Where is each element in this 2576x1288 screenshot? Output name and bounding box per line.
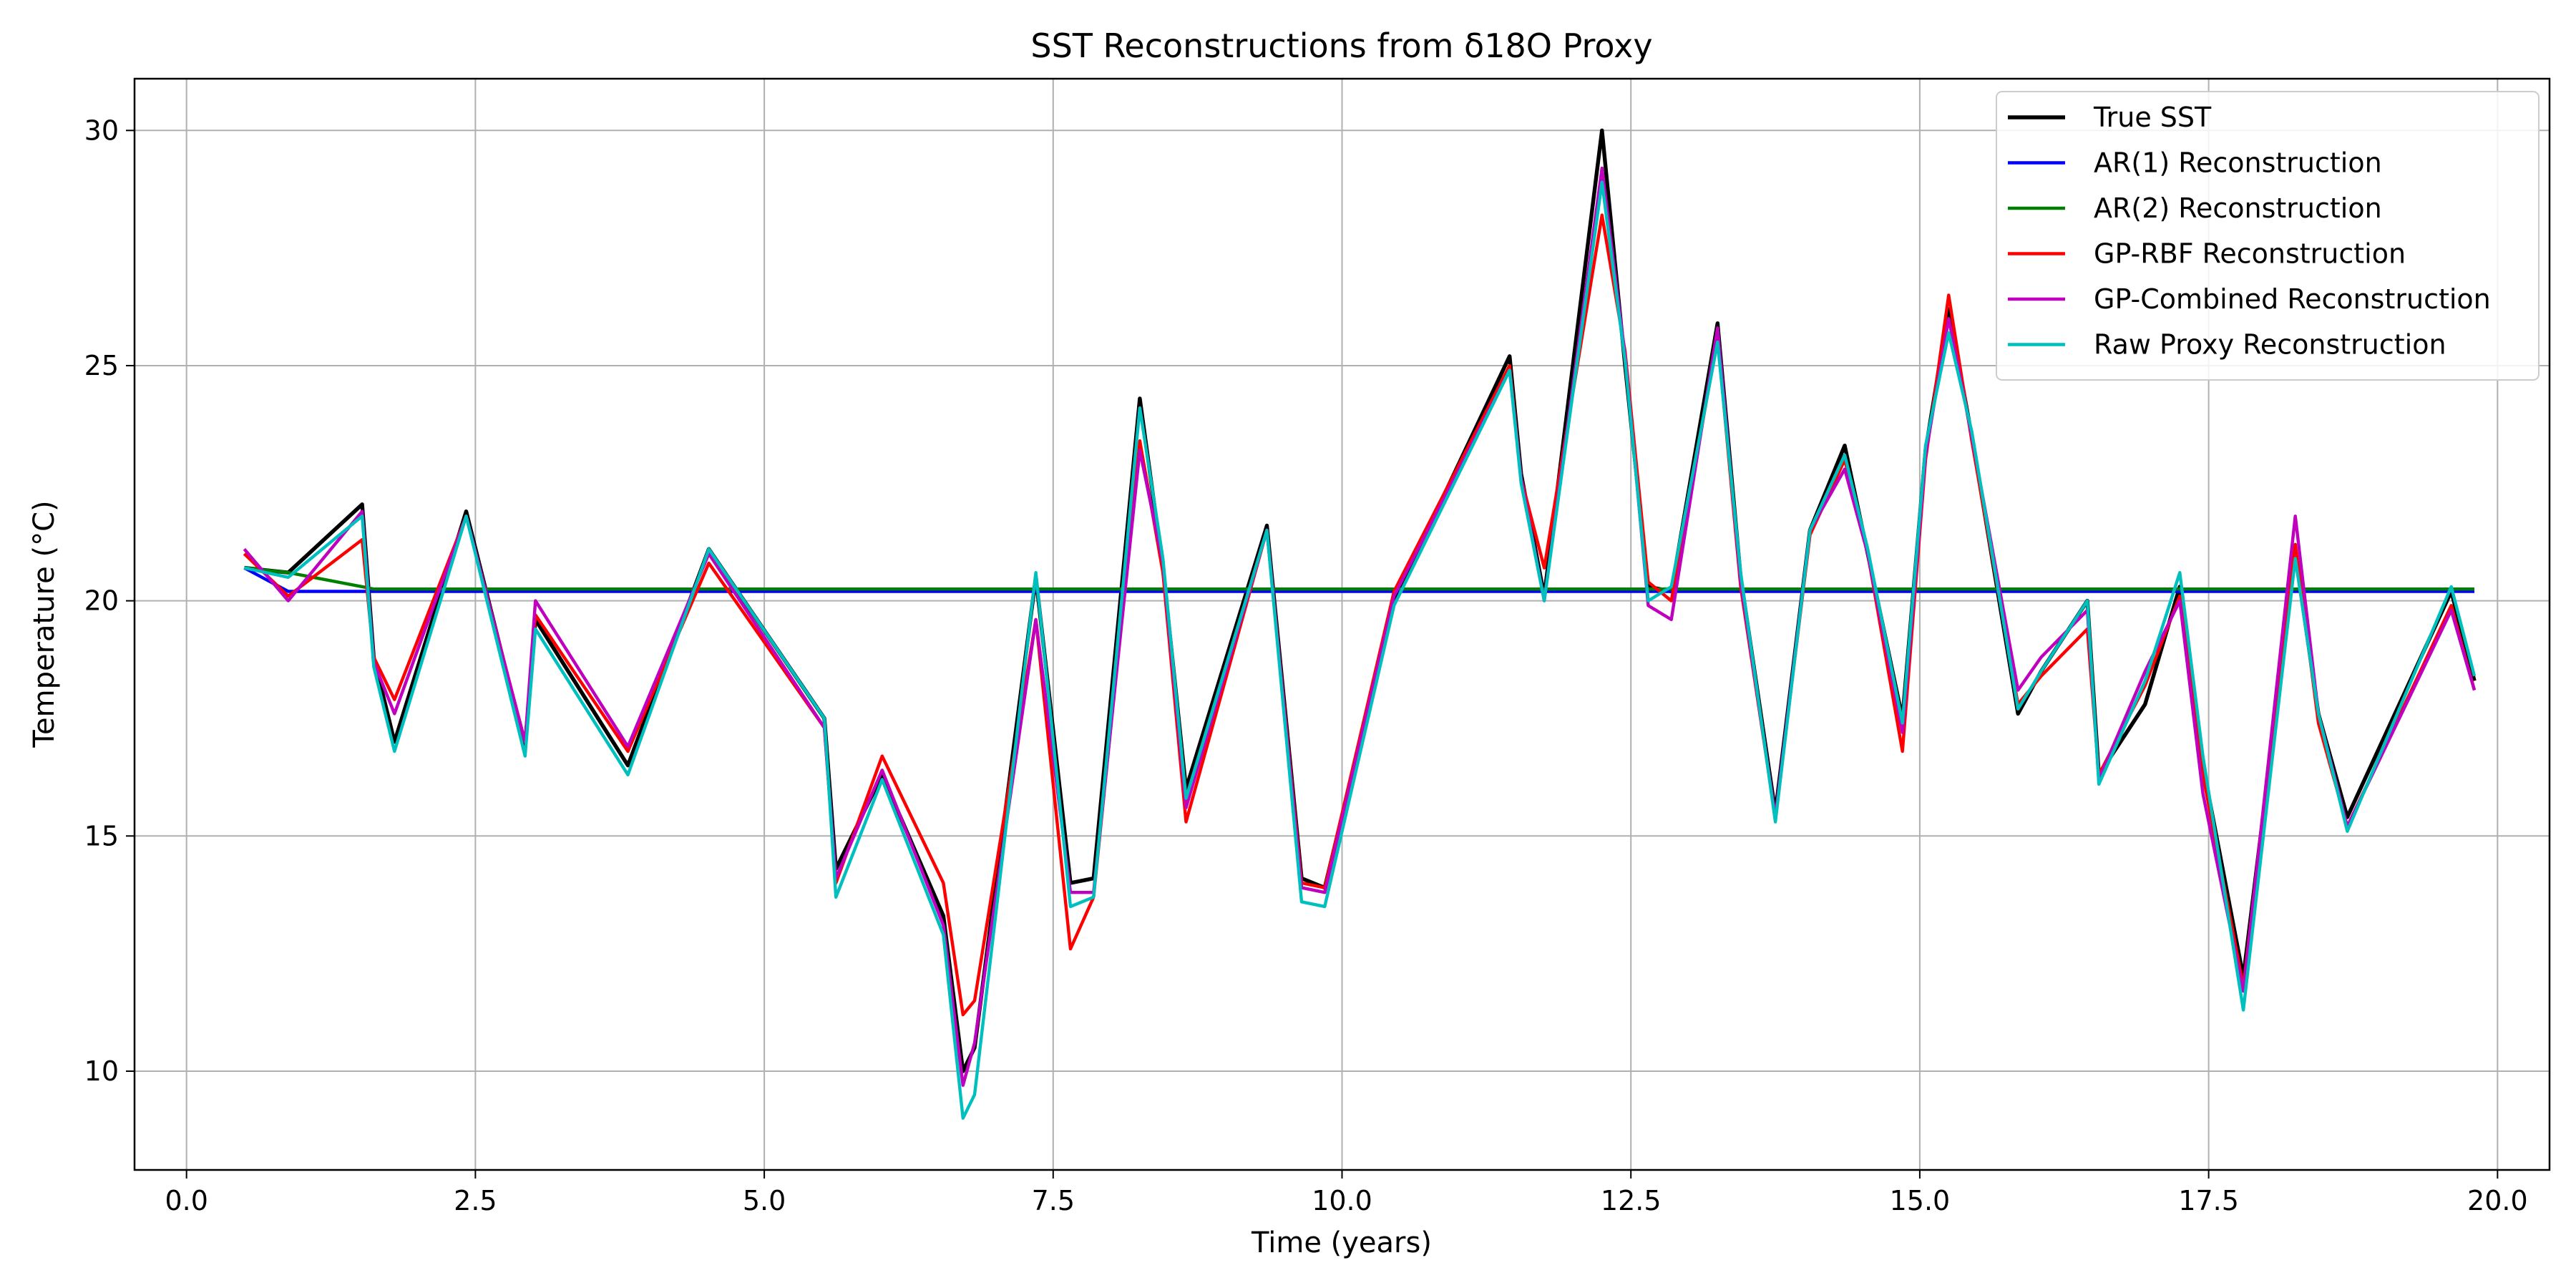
legend: True SST AR(1) Reconstruction AR(2) Recons… xyxy=(1996,91,2540,381)
legend-box xyxy=(1996,91,2540,381)
y-tick-label: 20 xyxy=(84,585,119,617)
legend-label-raw-proxy-reconstruction: Raw Proxy Reconstruction xyxy=(2094,329,2446,361)
x-tick-label: 2.5 xyxy=(454,1185,497,1216)
x-tick-label: 0.0 xyxy=(165,1185,208,1216)
series-line-raw-proxy-reconstruction xyxy=(243,180,2477,1120)
y-tick-label: 15 xyxy=(84,820,119,852)
legend-label-gp-rbf-reconstruction: GP-RBF Reconstruction xyxy=(2094,238,2406,270)
y-axis-label: Temperature (°C) xyxy=(28,500,61,748)
y-tick-label: 25 xyxy=(84,350,119,381)
y-tick-label: 30 xyxy=(84,114,119,146)
x-tick-label: 5.0 xyxy=(743,1185,786,1216)
chart-title: SST Reconstructions from δ18O Proxy xyxy=(1030,26,1652,65)
y-tick-label: 10 xyxy=(84,1055,119,1087)
legend-label-gp-combined-reconstruction: GP-Combined Reconstruction xyxy=(2094,283,2491,315)
x-tick-label: 10.0 xyxy=(1312,1185,1372,1216)
x-tick-label: 17.5 xyxy=(2178,1185,2239,1216)
legend-label-ar-1-reconstruction: AR(1) Reconstruction xyxy=(2094,147,2382,179)
ticks: 0.0 2.5 5.0 7.5 10.0 12.5 15.0 17.5 20.0 10 15 20 25… xyxy=(84,114,2528,1216)
x-tick-label: 20.0 xyxy=(2467,1185,2528,1216)
legend-label-true-sst: True SST xyxy=(2093,102,2212,133)
x-tick-label: 12.5 xyxy=(1601,1185,1662,1216)
x-axis-label: Time (years) xyxy=(1251,1226,1432,1259)
series-layer xyxy=(243,128,2477,1120)
x-tick-label: 15.0 xyxy=(1890,1185,1951,1216)
x-tick-label: 7.5 xyxy=(1032,1185,1075,1216)
legend-label-ar-2-reconstruction: AR(2) Reconstruction xyxy=(2094,192,2382,224)
